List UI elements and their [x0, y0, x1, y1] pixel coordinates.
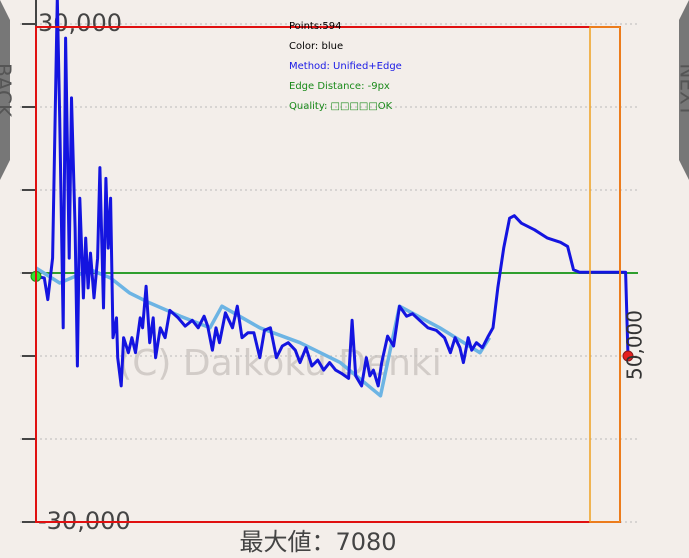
series-line [35, 0, 630, 388]
chart-title: 最大値：7080 [239, 528, 396, 556]
annotation: Method: Unified+Edge [289, 61, 402, 72]
back-label[interactable]: BACK [0, 63, 16, 118]
annotation: Points:594 [289, 21, 342, 32]
end-dot [622, 350, 634, 362]
annotation: Quality: □□□□□OK [289, 101, 393, 112]
next-label[interactable]: NEXT [676, 63, 689, 117]
y-tick-label: 30,000 [38, 9, 122, 37]
annotation: Edge Distance: -9px [289, 81, 390, 92]
plot: 30,000-30,000 [20, 0, 640, 535]
edge-box [589, 26, 621, 523]
back-arrow[interactable] [0, 0, 10, 180]
annotation: Color: blue [289, 41, 343, 52]
back-tab[interactable]: BACK [0, 0, 16, 180]
next-tab[interactable]: NEXT [676, 0, 689, 180]
next-arrow[interactable] [679, 0, 689, 180]
x-end-label: 50,000 [623, 310, 647, 380]
